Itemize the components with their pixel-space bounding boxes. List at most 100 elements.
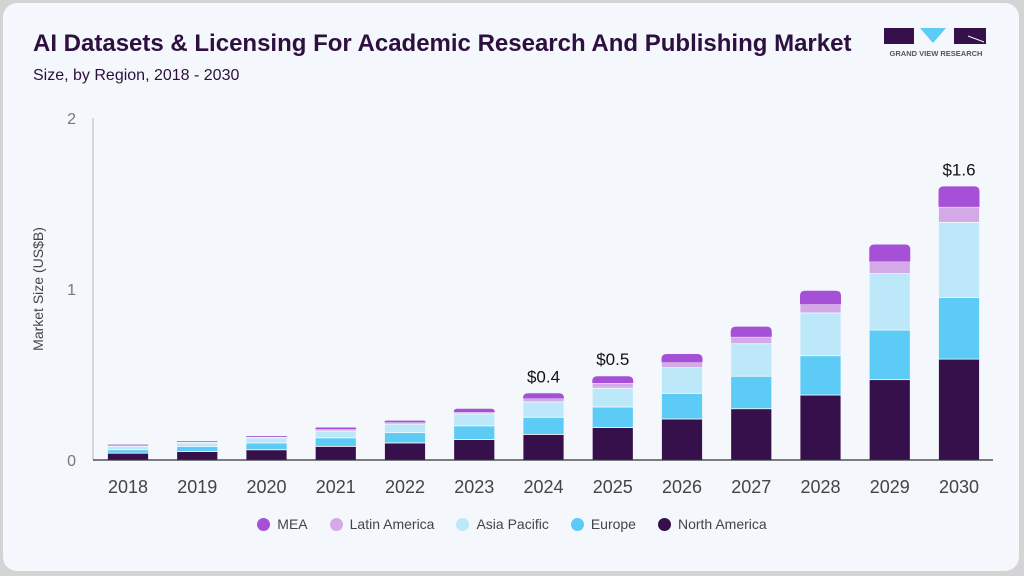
bar-segment-asia-pacific xyxy=(868,273,911,331)
bar-segment-europe xyxy=(314,437,357,447)
bar-segment-north-america xyxy=(799,394,842,461)
legend-item: Latin America xyxy=(329,516,435,532)
legend-item: North America xyxy=(657,516,767,532)
legend-label: MEA xyxy=(277,516,308,532)
bar-segment-north-america xyxy=(314,445,357,461)
legend-item: Asia Pacific xyxy=(456,516,549,532)
bar-segment-latin-america xyxy=(453,411,496,415)
bar-segment-latin-america xyxy=(799,303,842,314)
bar-segment-latin-america xyxy=(868,261,911,275)
grand-view-research-logo: GRAND VIEW RESEARCH xyxy=(884,28,986,58)
bar-segment-mea xyxy=(592,376,634,384)
chart-title: AI Datasets & Licensing For Academic Res… xyxy=(33,30,852,57)
legend-swatch xyxy=(456,517,470,531)
y-tick-label: 1 xyxy=(67,282,76,299)
legend-label: Europe xyxy=(590,516,636,532)
bar-segment-north-america xyxy=(730,408,773,461)
bar-segment-mea xyxy=(800,290,841,305)
x-tick-label: 2023 xyxy=(454,477,494,497)
bar-segment-asia-pacific xyxy=(453,413,496,427)
x-tick-label: 2029 xyxy=(870,477,910,497)
bar-segment-north-america xyxy=(868,379,911,461)
x-tick-label: 2027 xyxy=(731,477,771,497)
bar-segment-latin-america xyxy=(591,382,634,389)
legend-swatch xyxy=(329,517,343,531)
bar-segment-latin-america xyxy=(107,445,149,447)
bar-segment-europe xyxy=(384,432,426,444)
bar-segment-mea xyxy=(107,444,149,446)
x-tick-label: 2018 xyxy=(108,477,148,497)
bar-segment-latin-america xyxy=(245,436,288,439)
bar-segment-mea xyxy=(730,326,772,337)
chart-card: AI Datasets & Licensing For Academic Res… xyxy=(3,3,1019,571)
bar-segment-europe xyxy=(591,406,634,428)
bar-segment-mea xyxy=(453,408,495,413)
bar-segment-europe xyxy=(176,445,219,452)
bar-segment-mea xyxy=(523,393,564,399)
bar-segment-europe xyxy=(522,416,565,435)
bar-segment-latin-america xyxy=(938,206,980,223)
bar-segment-asia-pacific xyxy=(384,423,426,434)
bar-segment-europe xyxy=(661,392,703,420)
bar-segment-mea xyxy=(938,186,980,207)
data-label: $1.6 xyxy=(942,160,975,179)
bar-segment-asia-pacific xyxy=(107,445,149,451)
bar-segment-north-america xyxy=(453,439,496,461)
y-tick-label: 2 xyxy=(67,111,76,128)
legend-label: Asia Pacific xyxy=(476,516,549,532)
bar-segment-mea xyxy=(661,353,703,363)
bar-segment-north-america xyxy=(661,418,703,461)
svg-text:GRAND VIEW RESEARCH: GRAND VIEW RESEARCH xyxy=(890,49,983,58)
bar-segment-north-america xyxy=(938,358,980,461)
x-tick-label: 2026 xyxy=(662,477,702,497)
bar-segment-europe xyxy=(799,355,842,396)
x-tick-label: 2021 xyxy=(316,477,356,497)
bar-segment-north-america xyxy=(107,452,149,461)
bar-segment-latin-america xyxy=(384,421,426,425)
bar-segment-asia-pacific xyxy=(730,343,773,377)
bar-segment-mea xyxy=(869,244,911,262)
bar-segment-asia-pacific xyxy=(522,401,565,418)
bar-segment-latin-america xyxy=(661,362,703,369)
bar-segment-latin-america xyxy=(176,441,219,444)
legend-swatch xyxy=(570,517,584,531)
x-tick-label: 2024 xyxy=(523,477,563,497)
bar-segment-europe xyxy=(868,329,911,381)
x-tick-label: 2028 xyxy=(800,477,840,497)
bar-segment-mea xyxy=(384,420,426,423)
bar-segment-north-america xyxy=(522,433,565,461)
legend-item: MEA xyxy=(257,516,308,532)
x-tick-label: 2030 xyxy=(939,477,979,497)
x-tick-label: 2025 xyxy=(593,477,633,497)
bar-segment-asia-pacific xyxy=(176,442,219,447)
bar-segment-europe xyxy=(730,375,773,410)
legend-label: Latin America xyxy=(349,516,435,532)
y-tick-label: 0 xyxy=(67,453,76,470)
legend-swatch xyxy=(657,517,671,531)
x-tick-label: 2019 xyxy=(177,477,217,497)
bar-segment-north-america xyxy=(591,427,634,461)
x-tick-label: 2020 xyxy=(246,477,286,497)
bar-segment-asia-pacific xyxy=(245,437,288,444)
bar-segment-asia-pacific xyxy=(938,221,980,298)
bar-segment-asia-pacific xyxy=(591,387,634,408)
legend-swatch xyxy=(257,517,271,531)
legend-item: Europe xyxy=(570,516,636,532)
y-axis-label: Market Size (US$B) xyxy=(30,227,46,351)
bar-segment-asia-pacific xyxy=(661,367,703,394)
bar-segment-europe xyxy=(245,442,288,451)
bar-segment-asia-pacific xyxy=(314,430,357,439)
bar-segment-mea xyxy=(315,427,357,430)
bar-segment-europe xyxy=(453,425,496,440)
chart-subtitle: Size, by Region, 2018 - 2030 xyxy=(33,67,240,84)
data-label: $0.5 xyxy=(596,350,629,369)
bar-segment-europe xyxy=(107,449,149,454)
bar-segment-mea xyxy=(176,441,218,443)
x-tick-label: 2022 xyxy=(385,477,425,497)
bar-segment-north-america xyxy=(176,451,219,461)
data-label: $0.4 xyxy=(527,367,560,386)
bar-segment-europe xyxy=(938,297,980,360)
bar-segment-latin-america xyxy=(522,398,565,403)
bar-segment-latin-america xyxy=(730,336,773,345)
